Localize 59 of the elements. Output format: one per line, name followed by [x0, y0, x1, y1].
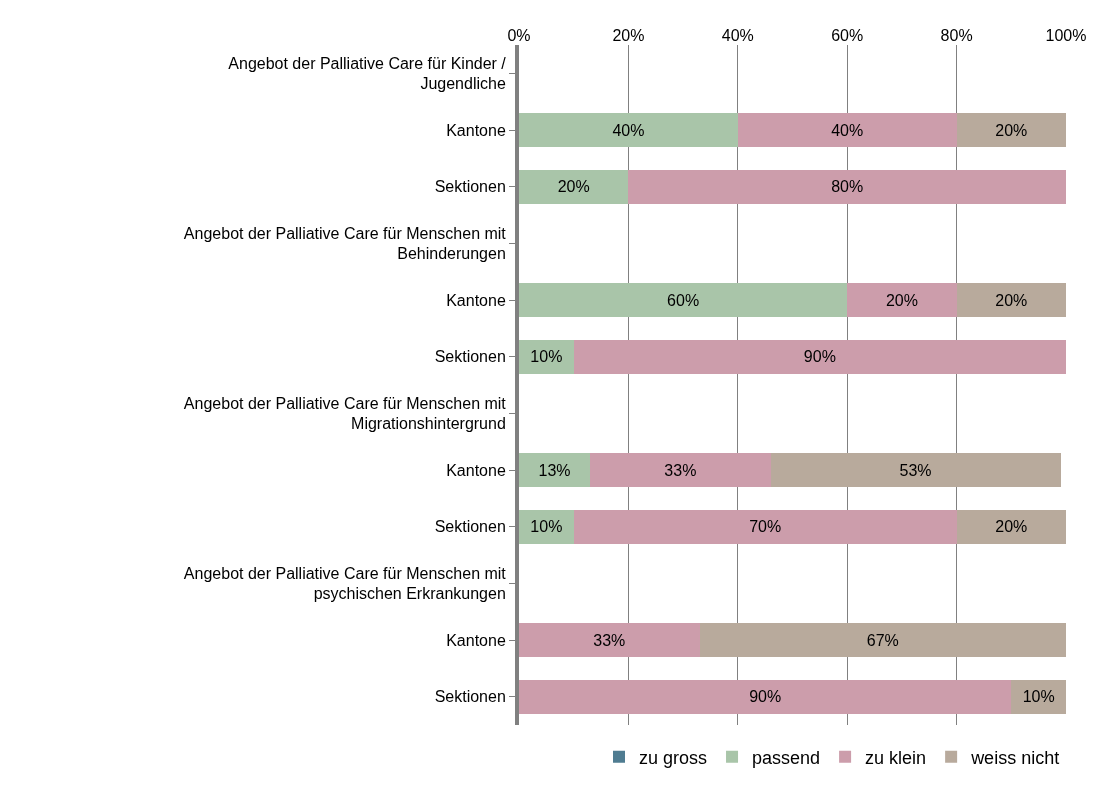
y-tick-label: Angebot der Palliative Care für Menschen mit Behinderungen: [183, 224, 507, 263]
y-tick-label: Kantone: [446, 461, 506, 479]
y-tick-label: Sektionen: [434, 688, 506, 706]
data-label: 90%: [749, 688, 782, 706]
y-tick-label: Kantone: [446, 631, 506, 649]
bar: [519, 453, 591, 487]
legend-label: zu gross: [639, 747, 708, 768]
data-label: 33%: [593, 631, 626, 649]
bar: [573, 509, 957, 544]
y-tick-label: Kantone: [446, 121, 506, 139]
data-label: 20%: [557, 178, 590, 196]
bar: [956, 113, 1066, 147]
x-tick-label: 60%: [831, 26, 864, 44]
data-label: 20%: [995, 121, 1028, 139]
data-label: 40%: [612, 121, 645, 139]
bar: [573, 339, 1066, 374]
y-tick-label: Sektionen: [434, 348, 506, 366]
bar: [956, 283, 1066, 317]
x-tick-label: 80%: [940, 26, 973, 44]
data-label: 67%: [866, 631, 899, 649]
x-tick-label: 40%: [721, 26, 754, 44]
data-label: 13%: [538, 461, 571, 479]
data-label: 10%: [530, 348, 563, 366]
data-label: 10%: [530, 518, 563, 536]
data-label: 60%: [667, 291, 700, 309]
data-label: 20%: [995, 518, 1028, 536]
x-tick-label: 100%: [1045, 26, 1087, 44]
bar: [519, 169, 629, 204]
y-tick-label: Angebot der Palliative Care für Menschen mit Migrationshintergrund: [183, 394, 507, 433]
legend-label: zu klein: [865, 747, 927, 768]
legend-label: passend: [752, 747, 821, 768]
data-label: 40%: [831, 121, 864, 139]
bar: [628, 169, 1066, 204]
bar: [956, 509, 1066, 544]
x-tick-label: 20%: [612, 26, 645, 44]
data-label: 53%: [899, 461, 932, 479]
y-tick-label: Sektionen: [434, 178, 506, 196]
data-label: 70%: [749, 518, 782, 536]
bar: [519, 283, 848, 317]
y-tick-label: Sektionen: [434, 518, 506, 536]
data-label: 33%: [664, 461, 697, 479]
bar: [590, 453, 771, 487]
bar: [847, 283, 957, 317]
bar: [519, 679, 1012, 714]
data-label: 80%: [831, 178, 864, 196]
bar: [737, 113, 957, 147]
x-tick-label: 0%: [507, 26, 531, 44]
bar: [699, 623, 1066, 657]
legend-label: weiss nicht: [970, 747, 1060, 768]
bar: [519, 623, 700, 657]
y-tick-label: Kantone: [446, 291, 506, 309]
y-tick-label: Angebot der Palliative Care für Menschen mit psychischen Erkrankungen: [183, 564, 507, 603]
data-label: 10%: [1022, 688, 1055, 706]
data-label: 90%: [803, 348, 836, 366]
bar: [770, 453, 1061, 487]
data-label: 20%: [885, 291, 918, 309]
y-tick-label: Angebot der Palliative Care für Kinder / Jugendliche: [228, 54, 507, 93]
data-label: 20%: [995, 291, 1028, 309]
bar: [519, 113, 738, 147]
